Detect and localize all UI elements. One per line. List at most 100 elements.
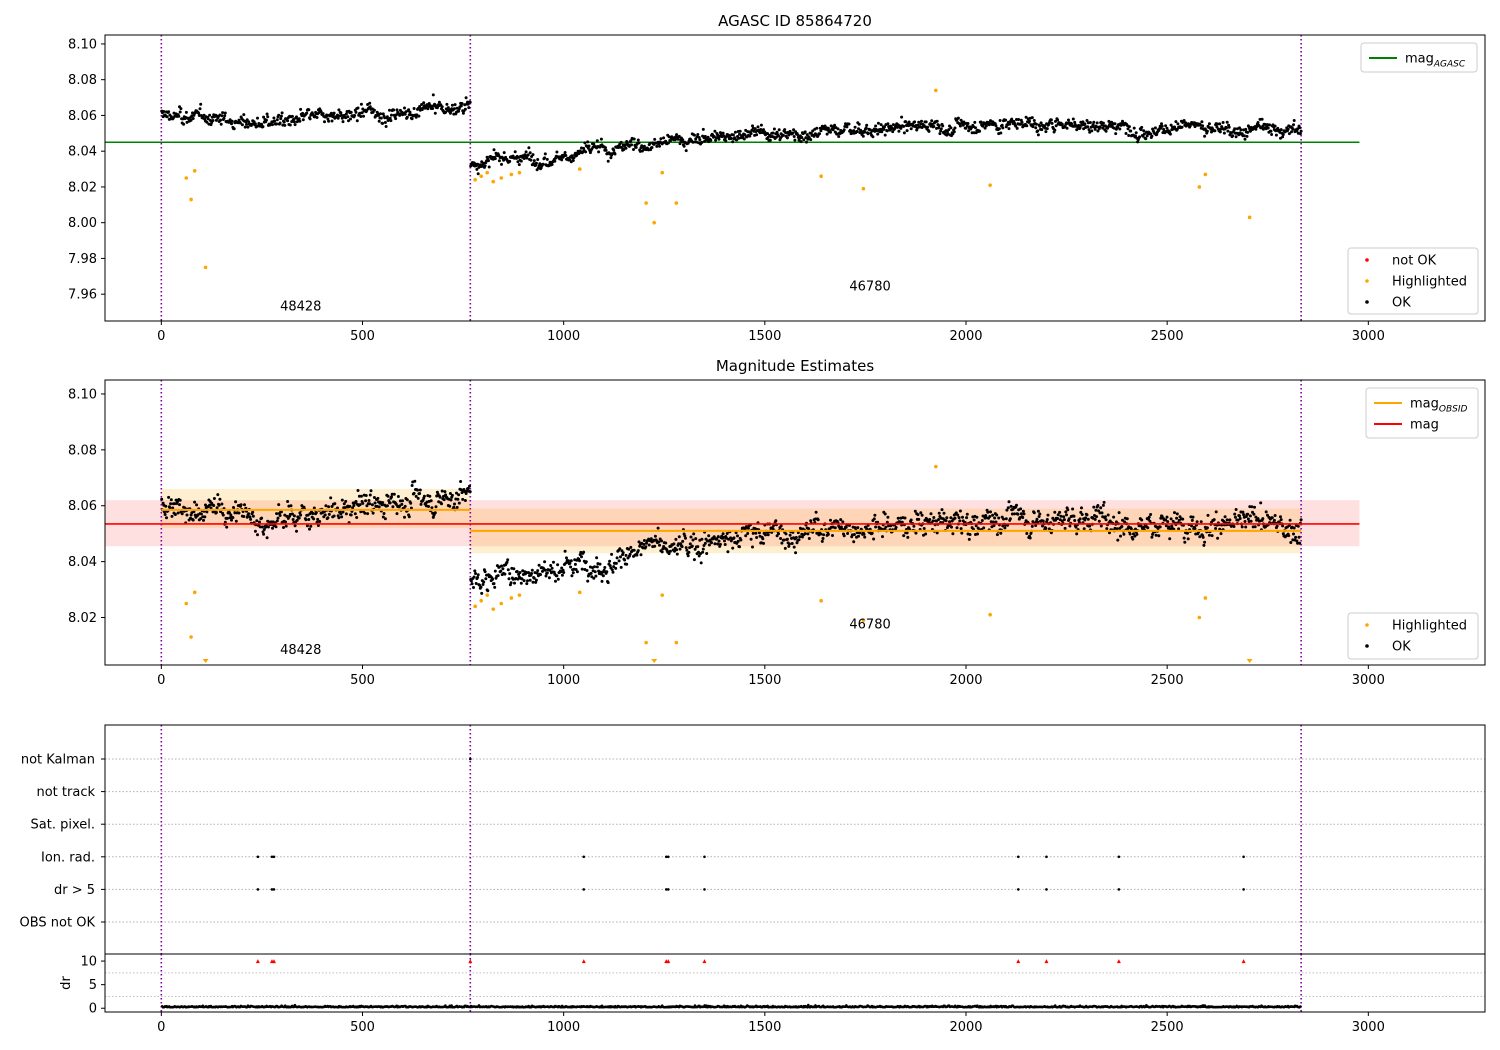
ok-point xyxy=(1202,543,1206,547)
ok-point xyxy=(913,120,917,124)
ok-point xyxy=(796,133,800,137)
ok-point xyxy=(356,489,360,492)
ok-point xyxy=(337,108,341,112)
ok-point xyxy=(806,532,810,536)
ok-point xyxy=(276,516,280,520)
highlighted-point xyxy=(189,197,193,202)
ok-point xyxy=(714,138,718,142)
ok-point xyxy=(964,126,968,130)
highlighted-point xyxy=(491,179,496,184)
ok-point xyxy=(883,512,887,516)
ok-point xyxy=(681,539,685,543)
highlighted-point xyxy=(819,174,823,179)
ok-point xyxy=(842,128,846,132)
ok-point xyxy=(903,516,907,520)
ok-point xyxy=(440,489,444,493)
ok-point xyxy=(206,117,210,121)
ok-point xyxy=(289,504,293,508)
ok-point xyxy=(950,525,953,529)
ok-point xyxy=(299,107,303,111)
ok-point xyxy=(509,581,513,585)
ok-point xyxy=(703,139,707,143)
x-tick-label: 1500 xyxy=(748,673,781,688)
ok-point xyxy=(1117,511,1121,515)
ok-point xyxy=(431,107,435,110)
ok-point xyxy=(1250,505,1254,509)
ok-point xyxy=(1007,500,1011,504)
ok-point xyxy=(1034,122,1038,126)
x-tick-label: 500 xyxy=(350,1020,375,1035)
ok-point xyxy=(680,545,684,549)
ok-point xyxy=(1242,513,1246,517)
ok-point xyxy=(1030,524,1034,528)
x-tick-label: 1000 xyxy=(547,673,580,688)
ok-point xyxy=(731,140,735,144)
ok-point xyxy=(412,107,416,110)
ok-point xyxy=(1234,135,1238,139)
ok-point xyxy=(792,128,796,132)
ok-point xyxy=(889,524,893,528)
ok-point xyxy=(787,544,791,548)
ok-point xyxy=(1290,130,1293,134)
ok-point xyxy=(1207,533,1211,537)
ok-point xyxy=(1175,512,1179,516)
flag-row-label: dr > 5 xyxy=(54,883,95,898)
ok-point xyxy=(1259,501,1263,505)
ok-point xyxy=(266,525,270,529)
ok-point xyxy=(797,538,801,542)
ok-point xyxy=(684,546,688,550)
ok-point xyxy=(347,119,350,123)
ok-point xyxy=(536,569,540,573)
ok-point xyxy=(506,558,510,562)
ok-point xyxy=(534,578,538,582)
ok-point xyxy=(1129,129,1133,133)
ok-point xyxy=(1299,518,1303,522)
ok-point xyxy=(757,531,761,535)
ok-point xyxy=(841,520,845,524)
ok-point xyxy=(460,102,464,105)
ok-point xyxy=(426,107,430,111)
ok-point xyxy=(262,528,266,531)
chart-title: Magnitude Estimates xyxy=(716,357,874,375)
ok-point xyxy=(315,520,319,524)
ok-point xyxy=(896,125,899,129)
ok-point xyxy=(668,549,672,553)
ok-point xyxy=(568,561,572,565)
ok-point xyxy=(627,547,631,551)
ok-point xyxy=(632,148,635,151)
dr-points xyxy=(160,1003,1302,1009)
ok-point xyxy=(1212,518,1216,522)
ok-point xyxy=(1096,129,1100,133)
ok-point xyxy=(972,518,976,522)
ok-point xyxy=(1036,520,1040,524)
ok-point xyxy=(1261,517,1265,521)
ok-point xyxy=(519,159,523,163)
ok-point xyxy=(395,108,399,112)
legend-box xyxy=(1347,612,1479,660)
ok-point xyxy=(1065,513,1068,517)
ok-point xyxy=(749,132,753,136)
ok-point xyxy=(628,552,632,556)
ok-point xyxy=(473,569,477,573)
ok-point xyxy=(1239,128,1243,132)
ok-point xyxy=(1164,124,1168,128)
ok-point xyxy=(341,510,345,514)
flag-point xyxy=(1045,888,1048,891)
ok-point xyxy=(434,505,438,509)
ok-point xyxy=(339,512,343,516)
ok-point xyxy=(744,534,748,538)
legend-entry: magAGASC xyxy=(1405,52,1466,70)
y-tick-label: 7.98 xyxy=(68,252,97,267)
ok-point xyxy=(1007,127,1011,131)
ok-point xyxy=(800,535,804,539)
ok-point xyxy=(617,559,621,563)
ok-point xyxy=(165,516,168,520)
highlighted-point xyxy=(644,201,648,205)
ok-point xyxy=(965,512,969,516)
ok-point xyxy=(980,519,984,522)
ok-point xyxy=(216,493,220,497)
ok-point xyxy=(1122,532,1126,536)
ok-point xyxy=(636,138,640,142)
ok-point xyxy=(234,500,238,504)
ok-point xyxy=(1080,513,1084,516)
